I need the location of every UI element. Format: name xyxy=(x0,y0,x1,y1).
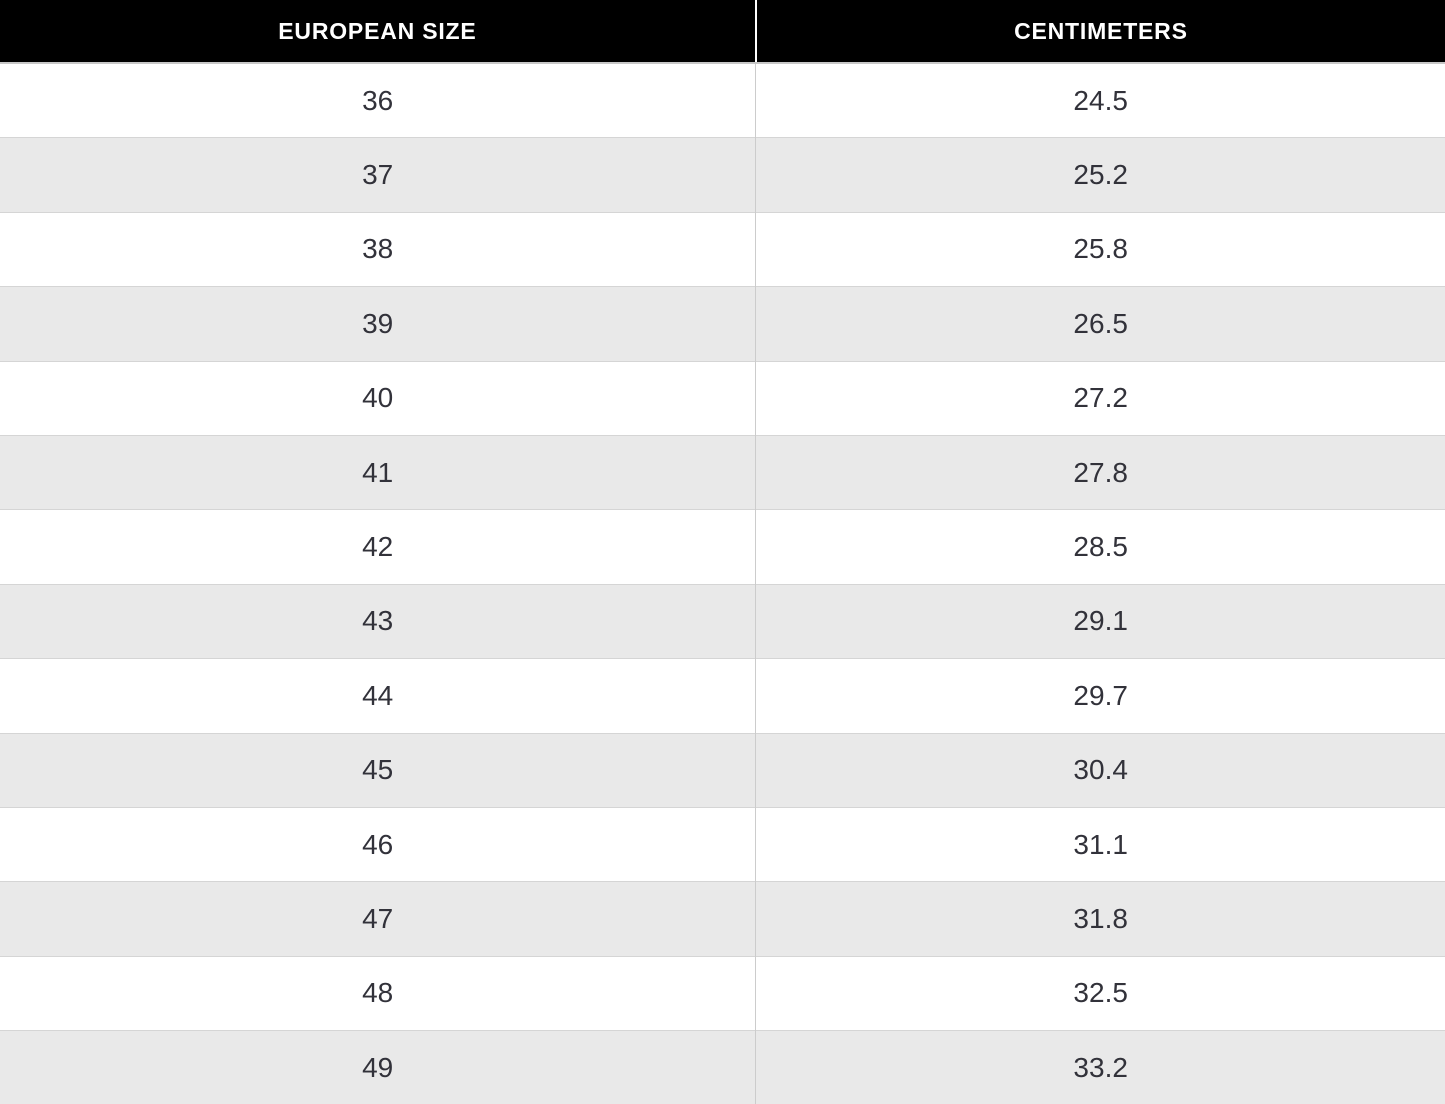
table-row: 48 32.5 xyxy=(0,955,1445,1031)
table-row: 39 26.5 xyxy=(0,286,1445,362)
centimeters-cell: 28.5 xyxy=(755,509,1445,585)
european-size-cell: 48 xyxy=(0,955,757,1031)
table-row: 47 31.8 xyxy=(0,881,1445,957)
table-row: 44 29.7 xyxy=(0,658,1445,734)
column-header-european-size: EUROPEAN SIZE xyxy=(0,0,757,64)
centimeters-cell: 31.8 xyxy=(755,881,1445,957)
table-row: 41 27.8 xyxy=(0,434,1445,510)
table-row: 37 25.2 xyxy=(0,137,1445,213)
centimeters-cell: 32.5 xyxy=(755,955,1445,1031)
centimeters-cell: 25.2 xyxy=(755,137,1445,213)
european-size-cell: 38 xyxy=(0,211,757,287)
centimeters-cell: 25.8 xyxy=(755,211,1445,287)
table-row: 45 30.4 xyxy=(0,732,1445,808)
centimeters-cell: 33.2 xyxy=(755,1030,1445,1104)
centimeters-cell: 31.1 xyxy=(755,806,1445,882)
table-row: 49 33.2 xyxy=(0,1030,1445,1104)
centimeters-cell: 30.4 xyxy=(755,732,1445,808)
european-size-cell: 40 xyxy=(0,360,757,436)
centimeters-cell: 29.1 xyxy=(755,583,1445,659)
european-size-cell: 47 xyxy=(0,881,757,957)
centimeters-cell: 26.5 xyxy=(755,286,1445,362)
european-size-cell: 46 xyxy=(0,806,757,882)
centimeters-cell: 24.5 xyxy=(755,63,1445,138)
table-row: 38 25.8 xyxy=(0,211,1445,287)
table-row: 46 31.1 xyxy=(0,806,1445,882)
european-size-cell: 49 xyxy=(0,1030,757,1104)
table-row: 36 24.5 xyxy=(0,63,1445,138)
european-size-cell: 44 xyxy=(0,658,757,734)
column-header-centimeters: CENTIMETERS xyxy=(755,0,1445,64)
european-size-cell: 39 xyxy=(0,286,757,362)
european-size-cell: 36 xyxy=(0,63,757,138)
table-row: 40 27.2 xyxy=(0,360,1445,436)
centimeters-cell: 27.8 xyxy=(755,434,1445,510)
header-row: EUROPEAN SIZE CENTIMETERS xyxy=(0,0,1445,64)
centimeters-cell: 29.7 xyxy=(755,658,1445,734)
european-size-cell: 37 xyxy=(0,137,757,213)
centimeters-cell: 27.2 xyxy=(755,360,1445,436)
european-size-cell: 41 xyxy=(0,434,757,510)
table-row: 42 28.5 xyxy=(0,509,1445,585)
table-header: EUROPEAN SIZE CENTIMETERS xyxy=(0,0,1445,64)
table-row: 43 29.1 xyxy=(0,583,1445,659)
european-size-cell: 43 xyxy=(0,583,757,659)
european-size-cell: 42 xyxy=(0,509,757,585)
european-size-cell: 45 xyxy=(0,732,757,808)
table-body: 36 24.5 37 25.2 38 25.8 39 26.5 40 27.2 41 27.8 42 28… xyxy=(0,63,1445,1104)
